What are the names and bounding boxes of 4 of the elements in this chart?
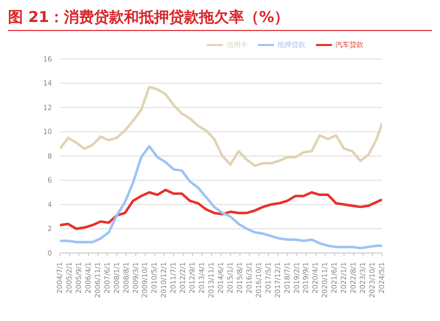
line-series [60, 86, 382, 167]
line-series [60, 145, 382, 250]
line-series [60, 188, 382, 230]
chart-title: 图 21：消费贷款和抵押贷款拖欠率（%） [8, 8, 432, 31]
